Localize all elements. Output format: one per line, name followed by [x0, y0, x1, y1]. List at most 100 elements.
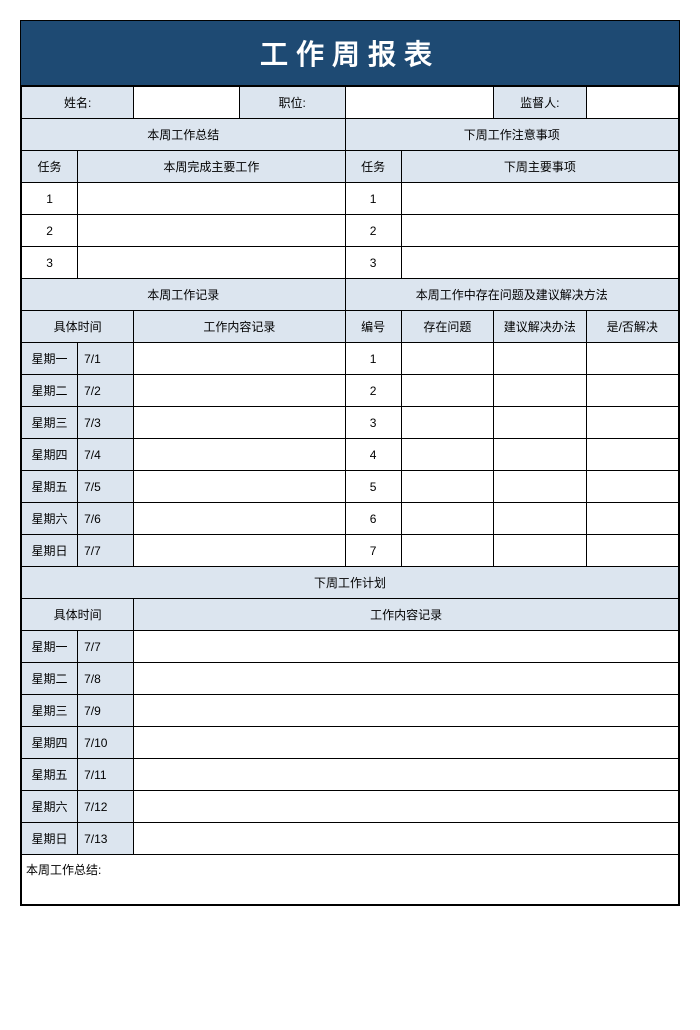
record-problem-cell[interactable] — [401, 407, 493, 439]
task-work-cell[interactable] — [78, 247, 345, 279]
record-day: 星期日 — [22, 535, 78, 567]
plan-content-cell[interactable] — [134, 631, 679, 663]
task-work-cell[interactable] — [78, 183, 345, 215]
record-row: 星期四7/4 4 — [22, 439, 679, 471]
task-num-left: 1 — [22, 183, 78, 215]
record-date: 7/2 — [78, 375, 134, 407]
record-content-cell[interactable] — [134, 343, 345, 375]
plan-content-cell[interactable] — [134, 791, 679, 823]
task-num-left: 3 — [22, 247, 78, 279]
record-solution-cell[interactable] — [494, 535, 586, 567]
sheet-title: 工作周报表 — [21, 21, 679, 86]
record-problem-cell[interactable] — [401, 535, 493, 567]
record-problem-cell[interactable] — [401, 471, 493, 503]
record-day: 星期二 — [22, 375, 78, 407]
task-item-cell[interactable] — [401, 215, 678, 247]
record-row: 星期一7/11 — [22, 343, 679, 375]
record-solution-cell[interactable] — [494, 471, 586, 503]
header-next-items: 下周主要事项 — [401, 151, 678, 183]
record-resolved-cell[interactable] — [586, 439, 678, 471]
header-number: 编号 — [345, 311, 401, 343]
record-row: 星期五7/55 — [22, 471, 679, 503]
plan-row: 星期三7/9 — [22, 695, 679, 727]
record-row: 星期二7/2 2 — [22, 375, 679, 407]
plan-day: 星期四 — [22, 727, 78, 759]
plan-day: 星期日 — [22, 823, 78, 855]
header-specific-time2: 具体时间 — [22, 599, 134, 631]
record-row: 星期日7/77 — [22, 535, 679, 567]
record-problem-cell[interactable] — [401, 503, 493, 535]
supervisor-label: 监督人: — [494, 87, 586, 119]
record-num: 4 — [345, 439, 401, 471]
record-content-cell[interactable] — [134, 471, 345, 503]
record-content-cell[interactable] — [134, 375, 345, 407]
record-num: 1 — [345, 343, 401, 375]
plan-row: 星期五7/11 — [22, 759, 679, 791]
task-work-cell[interactable] — [78, 215, 345, 247]
record-content-cell[interactable] — [134, 503, 345, 535]
header-task-left: 任务 — [22, 151, 78, 183]
record-num: 6 — [345, 503, 401, 535]
record-problem-cell[interactable] — [401, 375, 493, 407]
record-day: 星期四 — [22, 439, 78, 471]
plan-date: 7/13 — [78, 823, 134, 855]
position-label: 职位: — [239, 87, 345, 119]
record-problem-cell[interactable] — [401, 439, 493, 471]
task-item-cell[interactable] — [401, 183, 678, 215]
record-date: 7/5 — [78, 471, 134, 503]
record-date: 7/4 — [78, 439, 134, 471]
record-solution-cell[interactable] — [494, 343, 586, 375]
record-solution-cell[interactable] — [494, 407, 586, 439]
plan-content-cell[interactable] — [134, 663, 679, 695]
header-task-right: 任务 — [345, 151, 401, 183]
record-content-cell[interactable] — [134, 439, 345, 471]
record-resolved-cell[interactable] — [586, 535, 678, 567]
task-num-left: 2 — [22, 215, 78, 247]
supervisor-value[interactable] — [586, 87, 678, 119]
header-resolved: 是/否解决 — [586, 311, 678, 343]
header-next-week-plan: 下周工作计划 — [22, 567, 679, 599]
plan-date: 7/9 — [78, 695, 134, 727]
position-value[interactable] — [345, 87, 494, 119]
plan-content-cell[interactable] — [134, 759, 679, 791]
record-solution-cell[interactable] — [494, 503, 586, 535]
plan-day: 星期六 — [22, 791, 78, 823]
record-resolved-cell[interactable] — [586, 503, 678, 535]
plan-row: 星期六7/12 — [22, 791, 679, 823]
record-resolved-cell[interactable] — [586, 375, 678, 407]
report-table: 姓名: 职位: 监督人: 本周工作总结 下周工作注意事项 任务 本周完成主要工作… — [21, 86, 679, 905]
plan-day: 星期五 — [22, 759, 78, 791]
plan-content-cell[interactable] — [134, 823, 679, 855]
record-date: 7/7 — [78, 535, 134, 567]
summary-label[interactable]: 本周工作总结: — [22, 855, 679, 905]
record-solution-cell[interactable] — [494, 375, 586, 407]
plan-date: 7/12 — [78, 791, 134, 823]
record-resolved-cell[interactable] — [586, 407, 678, 439]
task-num-right: 3 — [345, 247, 401, 279]
record-day: 星期五 — [22, 471, 78, 503]
plan-content-cell[interactable] — [134, 727, 679, 759]
task-num-right: 1 — [345, 183, 401, 215]
header-work-content: 工作内容记录 — [134, 311, 345, 343]
header-work-content2: 工作内容记录 — [134, 599, 679, 631]
plan-date: 7/7 — [78, 631, 134, 663]
record-num: 2 — [345, 375, 401, 407]
record-problem-cell[interactable] — [401, 343, 493, 375]
record-content-cell[interactable] — [134, 535, 345, 567]
record-resolved-cell[interactable] — [586, 343, 678, 375]
header-this-week-summary: 本周工作总结 — [22, 119, 346, 151]
record-row: 星期六7/6 6 — [22, 503, 679, 535]
task-row: 22 — [22, 215, 679, 247]
header-this-week-record: 本周工作记录 — [22, 279, 346, 311]
record-content-cell[interactable] — [134, 407, 345, 439]
record-day: 星期六 — [22, 503, 78, 535]
plan-row: 星期四7/10 — [22, 727, 679, 759]
record-resolved-cell[interactable] — [586, 471, 678, 503]
record-date: 7/6 — [78, 503, 134, 535]
name-value[interactable] — [134, 87, 240, 119]
task-item-cell[interactable] — [401, 247, 678, 279]
plan-content-cell[interactable] — [134, 695, 679, 727]
plan-date: 7/11 — [78, 759, 134, 791]
record-solution-cell[interactable] — [494, 439, 586, 471]
record-day: 星期三 — [22, 407, 78, 439]
